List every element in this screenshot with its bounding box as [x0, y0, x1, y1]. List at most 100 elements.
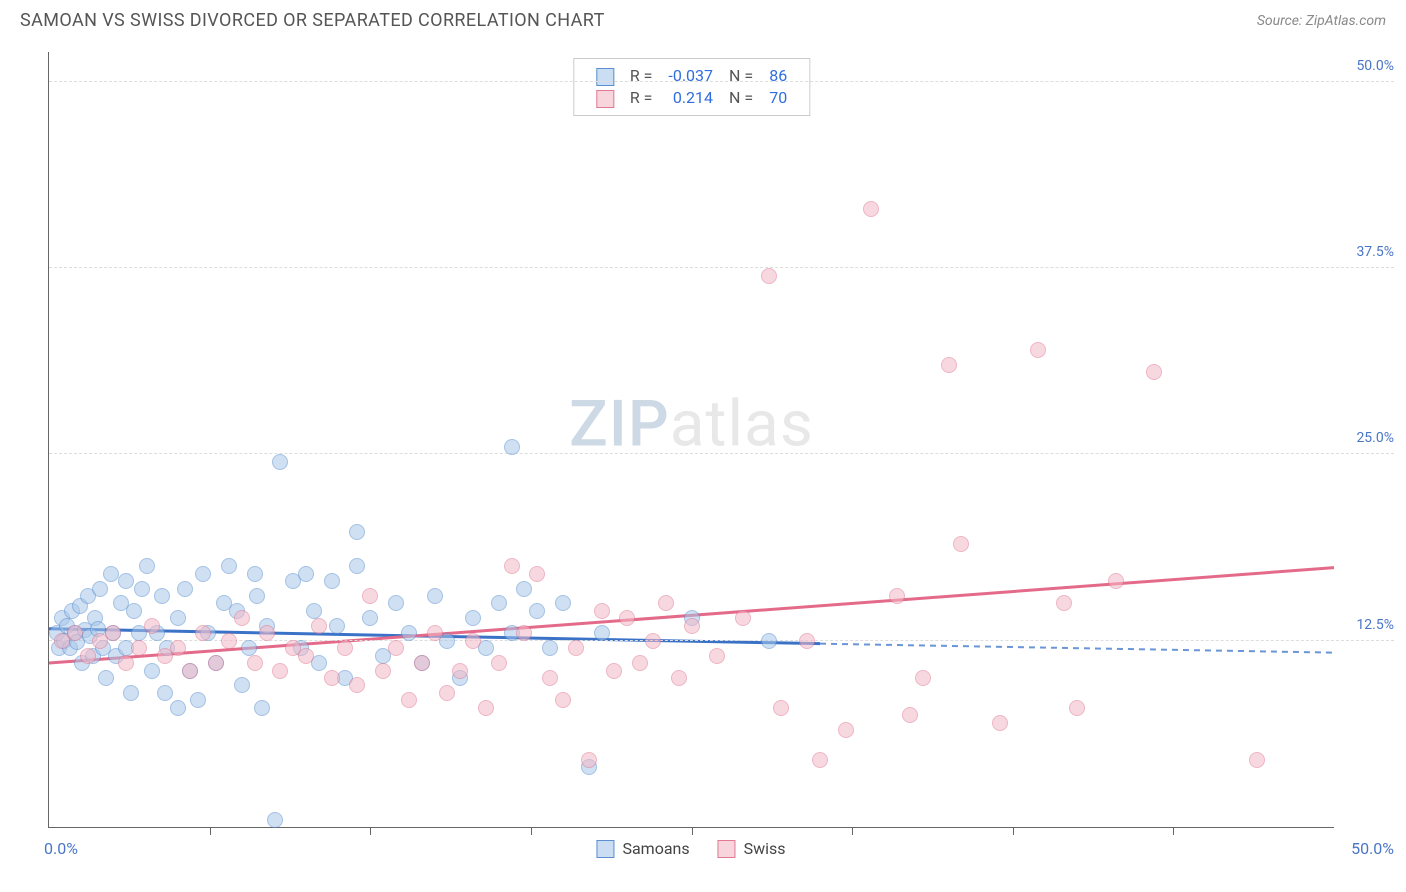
scatter-point	[465, 610, 481, 626]
scatter-point	[306, 603, 322, 619]
scatter-point	[131, 640, 147, 656]
x-min-label: 0.0%	[44, 839, 78, 858]
scatter-point	[134, 581, 150, 597]
plot-area: ZIPatlas R =-0.037N =86R =0.214N =70 12.…	[48, 52, 1334, 828]
scatter-point	[542, 640, 558, 656]
scatter-point	[1249, 752, 1265, 768]
scatter-point	[529, 566, 545, 582]
legend-series-label: Swiss	[744, 839, 786, 858]
scatter-point	[247, 566, 263, 582]
scatter-point	[298, 566, 314, 582]
scatter-point	[992, 715, 1008, 731]
scatter-point	[594, 603, 610, 619]
legend-swatch	[596, 840, 614, 858]
chart-title: SAMOAN VS SWISS DIVORCED OR SEPARATED CO…	[20, 10, 605, 31]
scatter-point	[144, 618, 160, 634]
scatter-point	[555, 692, 571, 708]
scatter-point	[170, 640, 186, 656]
scatter-point	[80, 648, 96, 664]
scatter-point	[504, 439, 520, 455]
scatter-point	[863, 201, 879, 217]
scatter-point	[1108, 573, 1124, 589]
scatter-point	[298, 648, 314, 664]
scatter-point	[889, 588, 905, 604]
scatter-point	[311, 618, 327, 634]
scatter-point	[254, 700, 270, 716]
scatter-point	[221, 633, 237, 649]
scatter-point	[241, 640, 257, 656]
scatter-point	[491, 595, 507, 611]
scatter-point	[182, 663, 198, 679]
scatter-point	[272, 454, 288, 470]
gridline	[49, 81, 1394, 82]
scatter-point	[658, 595, 674, 611]
scatter-point	[542, 670, 558, 686]
regression-lines	[49, 52, 1334, 827]
regression-line	[820, 644, 1334, 653]
x-max-label: 50.0%	[1351, 839, 1394, 858]
scatter-point	[491, 655, 507, 671]
scatter-point	[773, 700, 789, 716]
scatter-point	[478, 700, 494, 716]
x-tick	[852, 827, 853, 835]
x-tick	[692, 827, 693, 835]
gridline	[49, 453, 1394, 454]
scatter-point	[439, 685, 455, 701]
x-tick	[1013, 827, 1014, 835]
scatter-point	[123, 685, 139, 701]
scatter-point	[414, 655, 430, 671]
scatter-point	[195, 625, 211, 641]
scatter-point	[349, 677, 365, 693]
legend-series-label: Samoans	[622, 839, 689, 858]
source-label: Source: ZipAtlas.com	[1257, 13, 1386, 29]
scatter-point	[247, 655, 263, 671]
scatter-point	[709, 648, 725, 664]
y-tick-label: 37.5%	[1339, 244, 1394, 260]
scatter-point	[427, 588, 443, 604]
scatter-point	[249, 588, 265, 604]
plot-wrapper: Divorced or Separated ZIPatlas R =-0.037…	[48, 52, 1334, 828]
scatter-point	[362, 588, 378, 604]
scatter-point	[761, 633, 777, 649]
scatter-point	[362, 610, 378, 626]
scatter-point	[452, 663, 468, 679]
scatter-point	[267, 812, 283, 828]
scatter-point	[941, 357, 957, 373]
scatter-point	[170, 700, 186, 716]
scatter-point	[388, 640, 404, 656]
scatter-point	[337, 640, 353, 656]
scatter-point	[329, 618, 345, 634]
scatter-point	[324, 573, 340, 589]
y-tick-label: 25.0%	[1339, 430, 1394, 446]
scatter-point	[529, 603, 545, 619]
scatter-point	[1030, 342, 1046, 358]
scatter-point	[761, 268, 777, 284]
scatter-point	[139, 558, 155, 574]
legend-swatch	[718, 840, 736, 858]
x-tick	[210, 827, 211, 835]
scatter-point	[349, 558, 365, 574]
scatter-point	[98, 670, 114, 686]
scatter-point	[555, 595, 571, 611]
x-tick	[531, 827, 532, 835]
scatter-point	[118, 573, 134, 589]
scatter-point	[427, 625, 443, 641]
scatter-point	[645, 633, 661, 649]
scatter-point	[259, 625, 275, 641]
scatter-point	[401, 692, 417, 708]
gridline	[49, 267, 1394, 268]
scatter-point	[684, 618, 700, 634]
scatter-point	[103, 566, 119, 582]
scatter-point	[1056, 595, 1072, 611]
x-tick	[370, 827, 371, 835]
scatter-point	[388, 595, 404, 611]
scatter-point	[465, 633, 481, 649]
scatter-point	[324, 670, 340, 686]
scatter-point	[902, 707, 918, 723]
scatter-point	[516, 625, 532, 641]
scatter-point	[208, 655, 224, 671]
scatter-point	[177, 581, 193, 597]
scatter-point	[1146, 364, 1162, 380]
legend-item: Samoans	[596, 839, 689, 858]
legend-item: Swiss	[718, 839, 786, 858]
